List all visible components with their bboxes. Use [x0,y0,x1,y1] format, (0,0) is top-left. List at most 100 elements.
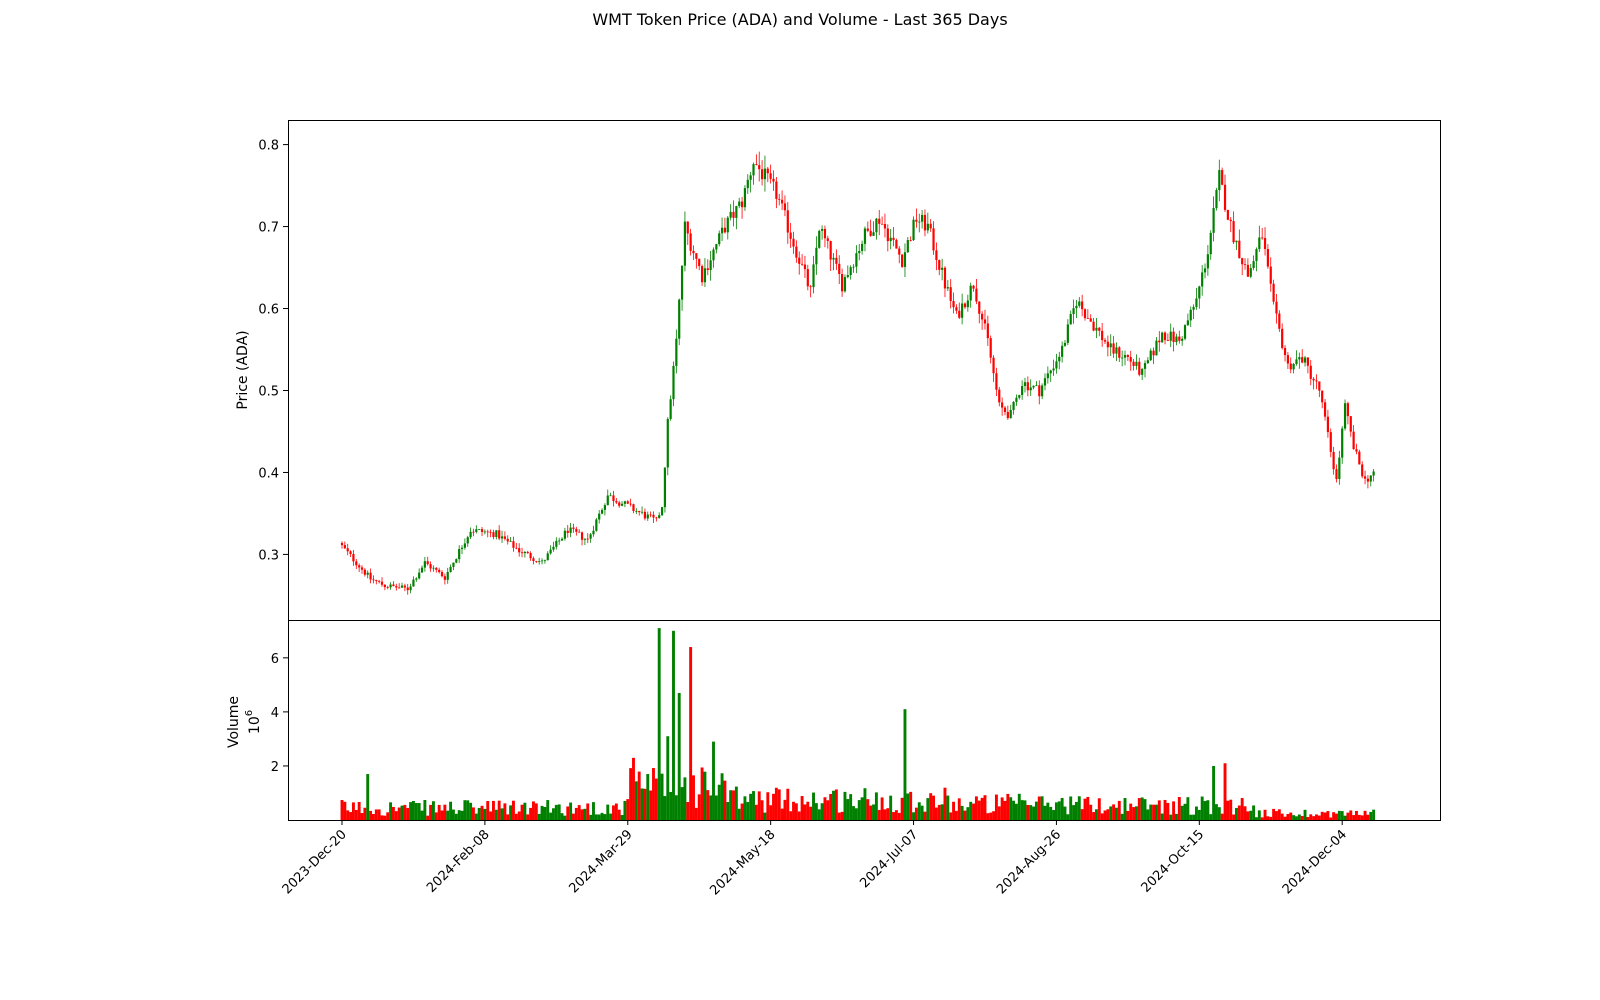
candle [723,217,727,234]
candle [1121,350,1124,367]
candle [1169,323,1172,348]
volume-bar [1255,817,1258,820]
x-tick-label: 2024-Oct-15 [1139,827,1207,895]
price-panel: 0.3 0.4 0.5 0.6 0.7 0.8 Price (ADA) [235,120,1441,621]
candle [698,258,701,271]
candle [1221,167,1224,186]
candle [1298,352,1301,369]
volume-bar [874,792,878,820]
volume-bar [1123,798,1127,820]
candle [1021,380,1024,400]
volume-bar [1306,817,1310,820]
volume-bar [1072,805,1076,820]
candle [352,549,355,566]
candle [720,217,724,242]
volume-bar [786,788,790,820]
volume-bar [349,812,353,820]
candle [1161,331,1164,343]
volume-bar [626,799,630,820]
volume-bar [1369,811,1373,820]
candle [938,259,941,276]
volume-bar [1040,796,1044,820]
volume-bar [986,813,990,820]
candle [460,545,464,555]
volume-bar [1046,802,1050,820]
volume-bar [1337,810,1341,820]
candle [838,255,841,285]
volume-bar [546,800,550,820]
volume-bar [549,812,553,820]
candle [492,529,495,540]
candle [595,517,598,532]
candle [1006,405,1009,420]
volume-bar [954,810,958,820]
candle [975,279,978,305]
volume-bar [952,801,955,820]
candle [921,209,924,229]
candle [1095,317,1098,339]
candle [635,508,638,514]
volume-bar [660,773,664,820]
candle [523,550,526,558]
candle [340,541,344,549]
candle [909,236,912,242]
x-tick-label: 2024-Dec-04 [1280,827,1350,897]
candle [763,155,767,192]
volume-bar [663,796,667,820]
volume-bar [1129,803,1133,820]
candle [1209,230,1212,260]
volume-bar [469,802,473,820]
x-tick-label: 2024-Mar-29 [567,827,636,896]
candle [943,266,947,298]
candle [1323,399,1327,421]
candle [746,174,749,194]
volume-bar [652,768,655,820]
candle [883,213,887,238]
volume-bar [949,812,953,820]
candle [372,575,375,584]
volume-bar [1172,801,1176,820]
candle [609,492,612,497]
candle [395,583,398,591]
candle [760,160,764,186]
volume-bar [363,807,367,820]
volume-bar [969,801,973,820]
candle [1321,390,1324,409]
volume-bar [583,808,587,820]
volume-bar [1329,817,1333,820]
candle [1366,475,1370,489]
candle [740,197,744,219]
candle [1309,360,1312,386]
candle [480,526,484,536]
candle [898,246,901,264]
candle [700,264,704,286]
volume-bar [1152,804,1156,820]
volume-bar [669,792,673,820]
candle [706,259,709,276]
candle [1035,381,1038,387]
candle [1143,360,1147,378]
volume-bar [1154,804,1158,820]
candle [832,253,835,271]
volume-bar [1249,810,1253,820]
volume-bar [629,768,633,820]
candle [620,501,624,507]
candle [1052,359,1055,376]
candle [406,583,409,595]
candle [466,535,469,547]
candle [1243,258,1247,270]
candle [815,236,818,275]
candle [752,162,755,185]
volume-bar [894,810,898,820]
volume-bar [823,797,827,820]
volume-bar [694,807,698,820]
candle [1003,406,1007,416]
volume-bar [620,815,624,820]
candle [1192,304,1195,320]
volume-bar [674,795,678,820]
volume-bar [723,780,727,820]
volume-bar [943,787,947,820]
candle [678,298,681,346]
volume-bar [606,804,610,820]
candle [566,525,569,538]
